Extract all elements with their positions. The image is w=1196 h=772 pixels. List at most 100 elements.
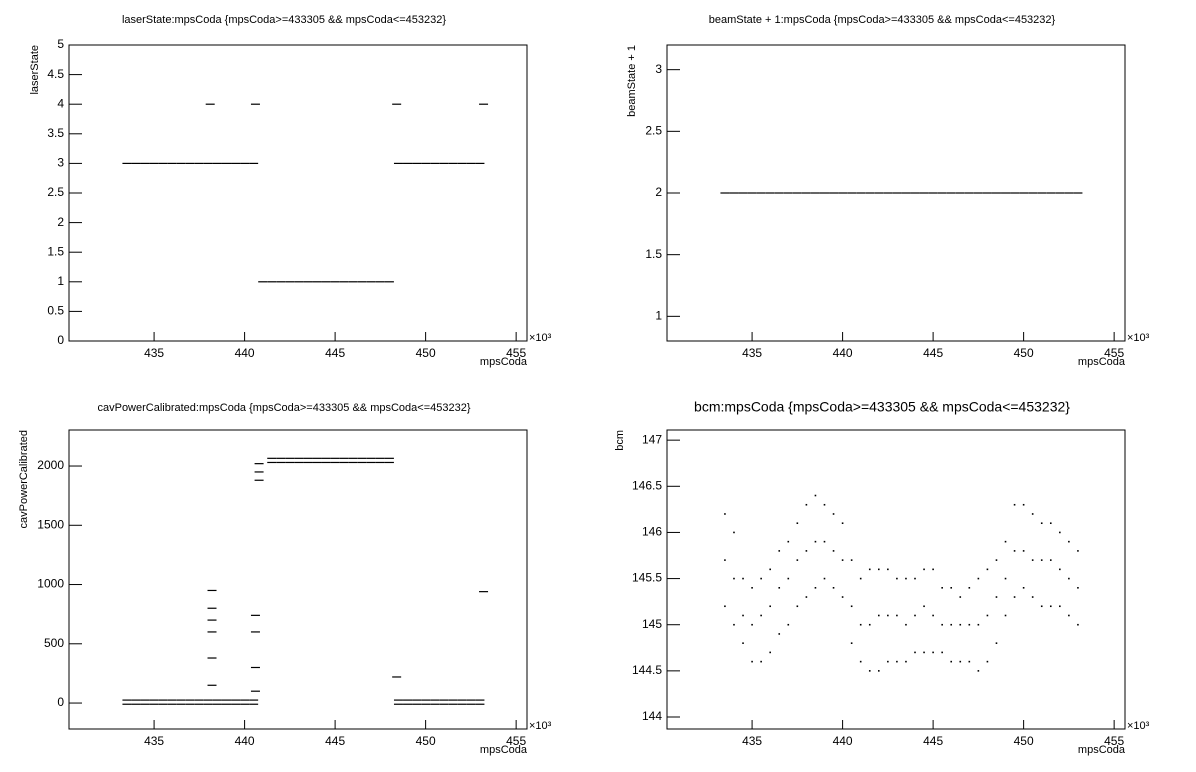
data-point bbox=[868, 670, 871, 672]
data-point bbox=[1004, 614, 1007, 617]
data-point bbox=[221, 703, 231, 705]
data-point bbox=[207, 589, 217, 592]
data-point bbox=[457, 699, 467, 701]
y-tick-label: 0 bbox=[57, 695, 64, 709]
y-axis-label: cavPowerCalibrated bbox=[18, 430, 30, 528]
y-tick-label: 0 bbox=[57, 333, 64, 347]
data-point bbox=[167, 162, 177, 164]
data-point bbox=[923, 651, 925, 654]
data-point bbox=[249, 699, 259, 701]
data-point bbox=[832, 513, 835, 515]
data-point bbox=[357, 457, 367, 459]
data-point bbox=[950, 623, 953, 626]
data-point bbox=[194, 703, 204, 705]
data-point bbox=[814, 540, 817, 543]
data-point bbox=[856, 192, 866, 194]
data-point bbox=[140, 699, 150, 701]
data-point bbox=[733, 623, 735, 626]
data-point bbox=[742, 614, 744, 617]
data-point bbox=[240, 162, 250, 164]
data-point bbox=[303, 461, 313, 464]
data-point bbox=[250, 690, 260, 692]
data-point bbox=[729, 192, 739, 194]
data-point bbox=[312, 281, 322, 283]
data-point bbox=[375, 281, 385, 283]
data-point bbox=[928, 192, 938, 194]
x-tick-label: 455 bbox=[506, 346, 526, 360]
y-axis-label: bcm bbox=[614, 430, 626, 451]
data-point bbox=[769, 605, 771, 608]
y-tick-label: 3 bbox=[57, 156, 64, 170]
data-point bbox=[868, 568, 871, 571]
data-point bbox=[231, 699, 241, 701]
data-point bbox=[393, 703, 403, 705]
data-point bbox=[276, 461, 286, 464]
y-tick-label: 5 bbox=[57, 37, 64, 51]
data-point bbox=[1059, 568, 1061, 571]
data-point bbox=[149, 703, 159, 705]
data-point bbox=[832, 550, 835, 552]
data-point bbox=[896, 614, 898, 617]
data-point bbox=[1037, 192, 1047, 194]
data-point bbox=[194, 162, 204, 164]
data-point bbox=[1001, 192, 1011, 194]
data-point bbox=[207, 607, 217, 609]
data-point bbox=[339, 461, 349, 464]
data-point bbox=[914, 577, 916, 580]
x-tick-label: 445 bbox=[923, 734, 943, 748]
data-point bbox=[176, 703, 186, 705]
y-tick-label: 3.5 bbox=[47, 126, 64, 140]
data-point bbox=[968, 660, 971, 663]
data-point bbox=[878, 568, 880, 571]
data-point bbox=[1010, 192, 1020, 194]
data-point bbox=[330, 461, 340, 464]
data-point bbox=[977, 623, 980, 626]
data-point bbox=[887, 614, 889, 617]
data-point bbox=[910, 192, 920, 194]
y-tick-label: 2.5 bbox=[47, 185, 64, 199]
data-point bbox=[403, 699, 413, 701]
data-point bbox=[986, 568, 989, 571]
data-point bbox=[122, 703, 132, 705]
data-point bbox=[859, 577, 862, 580]
data-point bbox=[874, 192, 884, 194]
x-exponent-label: ×10³ bbox=[529, 720, 552, 732]
data-point bbox=[724, 559, 726, 561]
y-tick-label: 145 bbox=[642, 617, 662, 631]
data-point bbox=[1055, 192, 1065, 194]
y-tick-label: 3 bbox=[655, 62, 662, 76]
data-point bbox=[946, 192, 956, 194]
data-point bbox=[1077, 587, 1079, 589]
y-tick-label: 146 bbox=[642, 525, 662, 539]
data-point bbox=[778, 550, 781, 552]
data-point bbox=[932, 614, 934, 617]
data-point bbox=[285, 457, 295, 459]
data-point bbox=[384, 457, 394, 459]
data-point bbox=[339, 281, 349, 283]
data-point bbox=[1068, 614, 1070, 617]
data-point bbox=[412, 699, 422, 701]
data-point bbox=[231, 162, 241, 164]
data-point bbox=[403, 703, 413, 705]
data-point bbox=[841, 522, 844, 525]
data-point bbox=[923, 568, 925, 571]
data-point bbox=[348, 461, 358, 464]
data-point bbox=[850, 559, 853, 561]
data-point bbox=[724, 513, 726, 515]
data-point bbox=[321, 461, 331, 464]
data-point bbox=[475, 703, 485, 705]
y-tick-label: 4 bbox=[57, 96, 64, 110]
data-point bbox=[421, 703, 431, 705]
x-tick-label: 440 bbox=[833, 346, 853, 360]
data-point bbox=[774, 192, 784, 194]
data-point bbox=[964, 192, 974, 194]
data-point bbox=[392, 676, 402, 678]
data-point bbox=[905, 660, 907, 663]
data-point bbox=[366, 461, 376, 464]
x-tick-label: 440 bbox=[235, 734, 255, 748]
data-point bbox=[131, 703, 141, 705]
data-point bbox=[747, 192, 757, 194]
x-tick-label: 435 bbox=[144, 734, 164, 748]
data-point bbox=[832, 587, 835, 589]
data-point bbox=[140, 162, 150, 164]
